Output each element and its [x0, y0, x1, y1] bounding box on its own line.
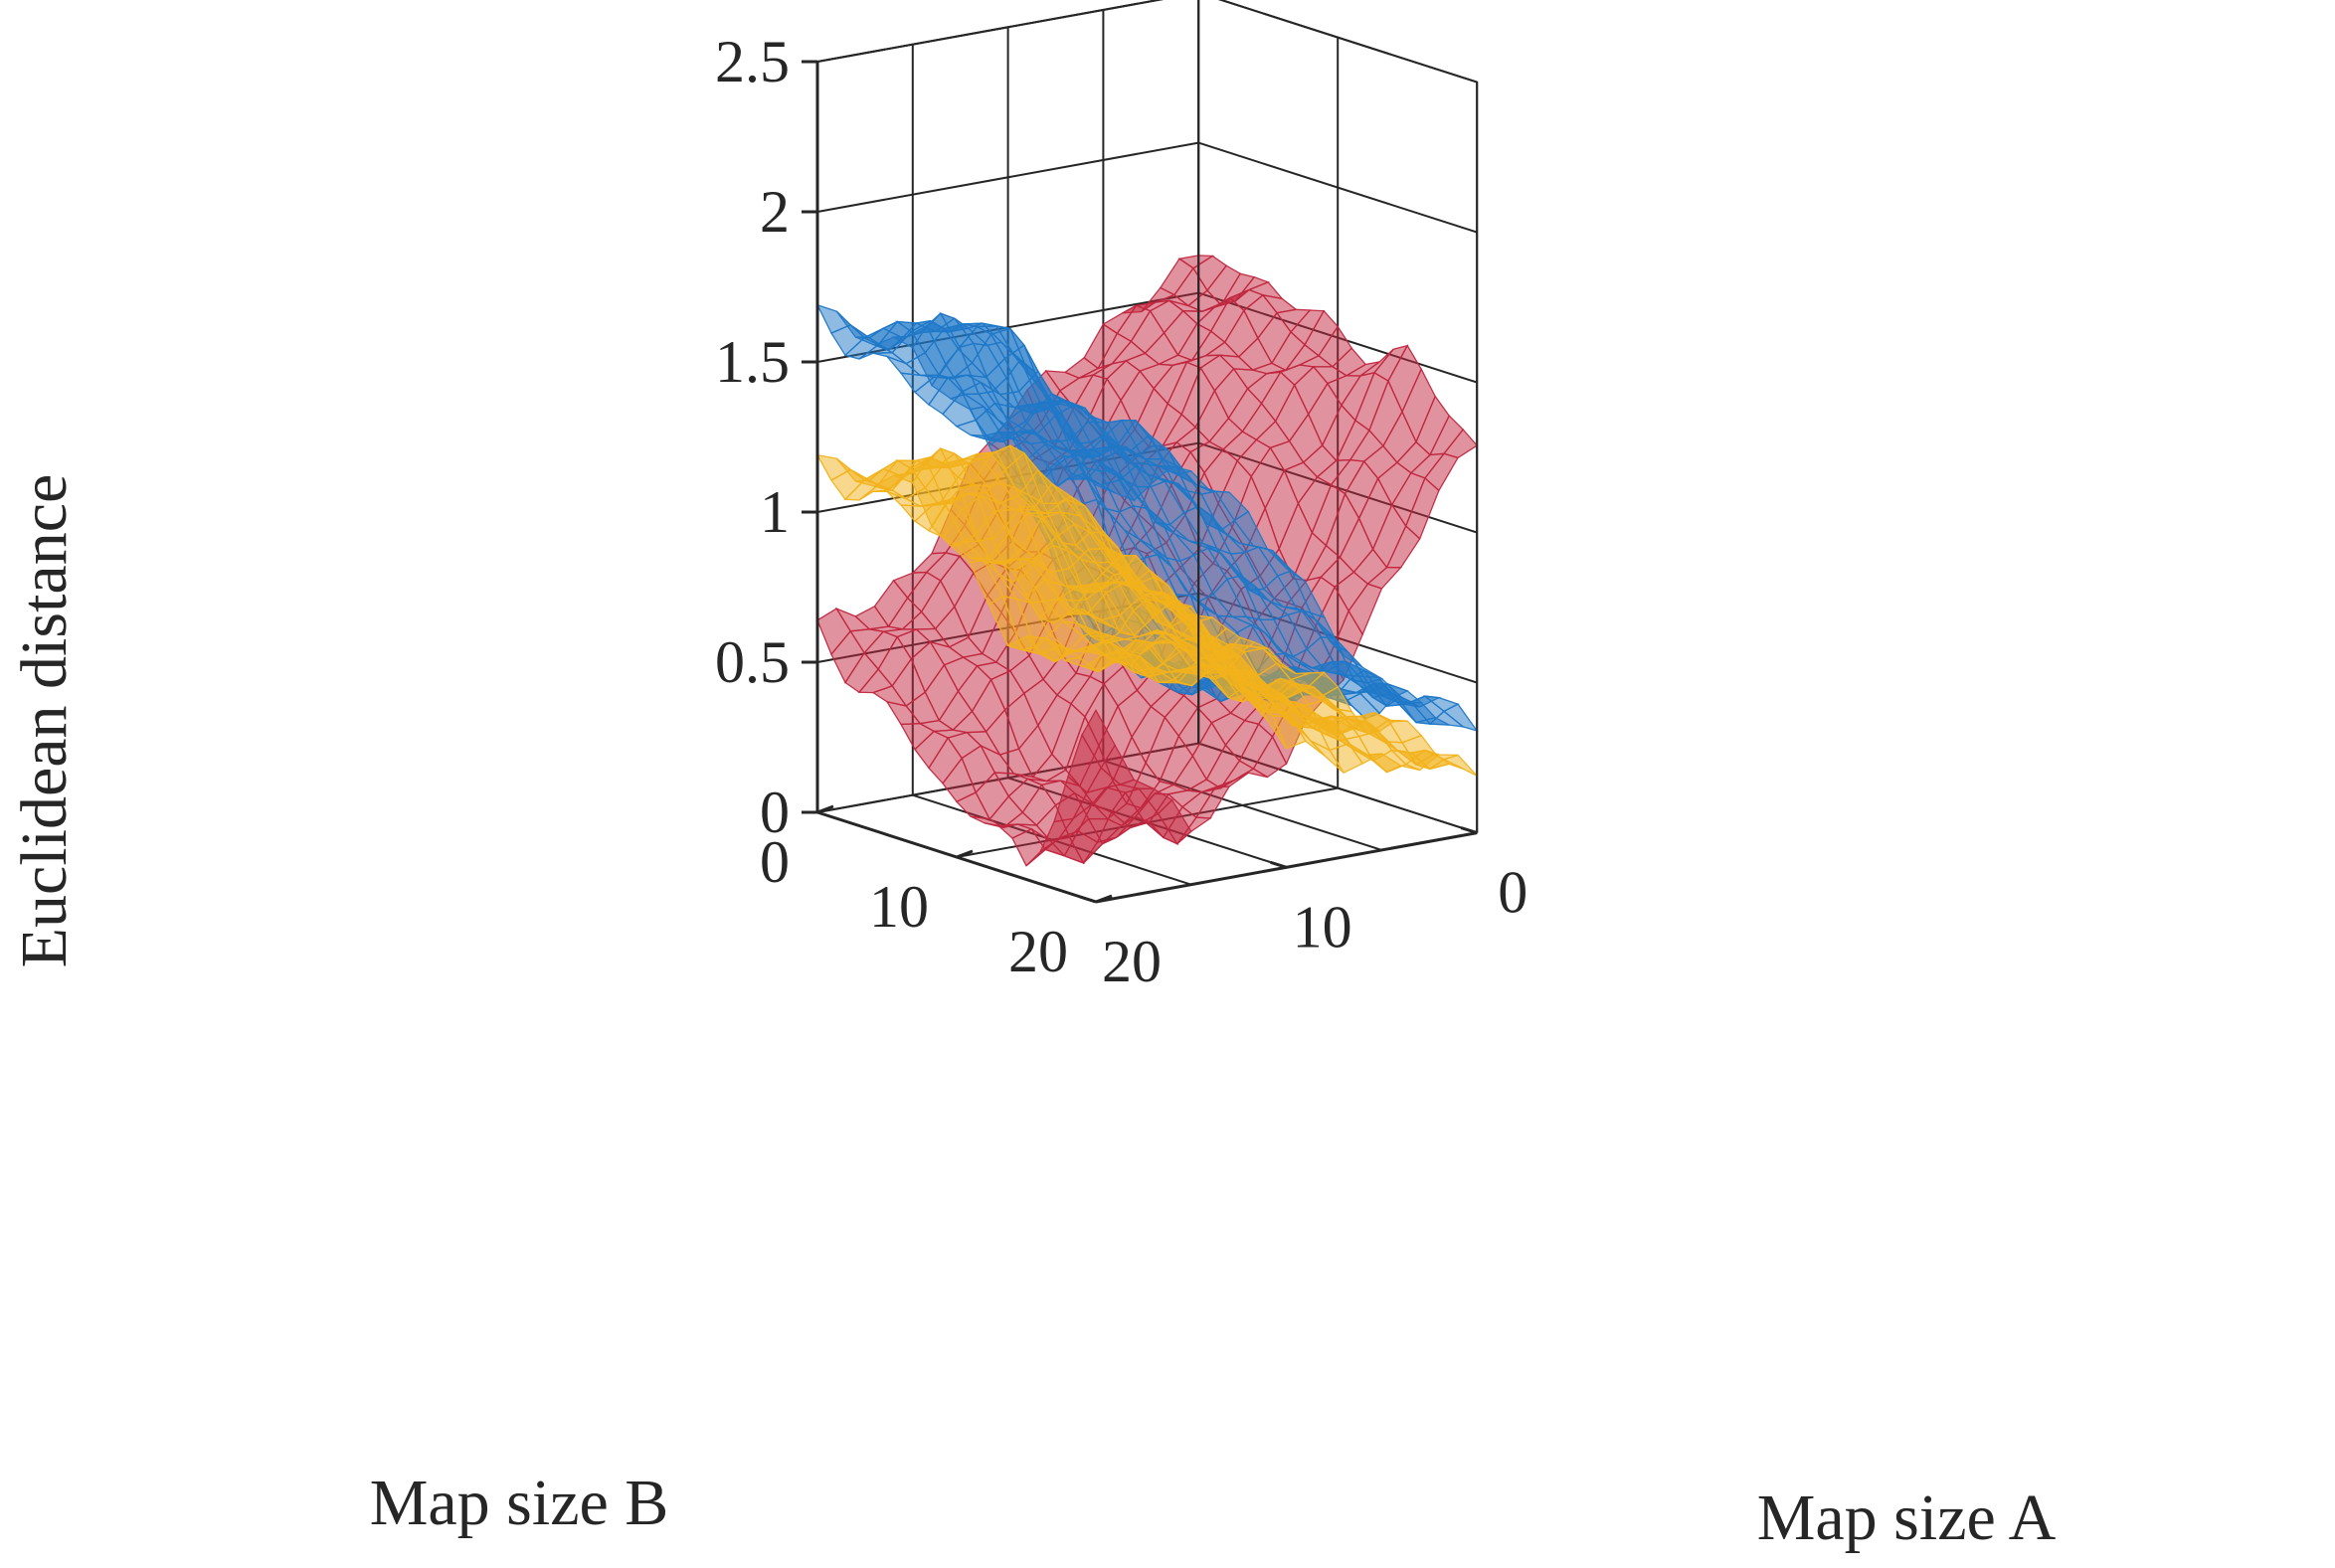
y-tick-label: 0 [760, 829, 790, 895]
z-tick-label: 2.5 [715, 29, 790, 94]
surface-layer [815, 255, 1479, 867]
box-edge [816, 0, 1479, 833]
surface-patch [1081, 708, 1116, 770]
x-tick-mark [1270, 860, 1288, 869]
surface-patch [1081, 472, 1116, 494]
z-tick-label: 1.5 [715, 329, 790, 395]
y-tick-label: 10 [869, 874, 929, 940]
x-tick-mark [1079, 895, 1097, 904]
z-tick-label: 2 [760, 179, 790, 245]
x-tick-mark [1460, 826, 1478, 835]
x-axis-label: Map size A [1757, 1481, 2057, 1554]
surface-series-3 [815, 443, 1478, 777]
axis-layer: 0 0.5 1 1.5 2 2.5 0 10 20 0 10 20 [715, 0, 1527, 994]
y-tick-mark [956, 849, 974, 859]
z-tick-label: 1 [760, 479, 790, 545]
z-tick-label: 0 [760, 780, 790, 845]
z-tick-label: 0.5 [715, 629, 790, 695]
surface-patch [1081, 608, 1116, 629]
x-tick-label: 0 [1498, 860, 1527, 926]
label-layer: Euclidean distance Map size B Map size A [8, 474, 2057, 1554]
y-tick-mark [816, 804, 834, 814]
z-axis-label: Euclidean distance [8, 474, 81, 968]
x-tick-label: 10 [1293, 894, 1352, 959]
x-tick-label: 20 [1102, 929, 1162, 994]
y-axis-label: Map size B [370, 1467, 669, 1539]
y-tick-label: 20 [1008, 919, 1068, 984]
